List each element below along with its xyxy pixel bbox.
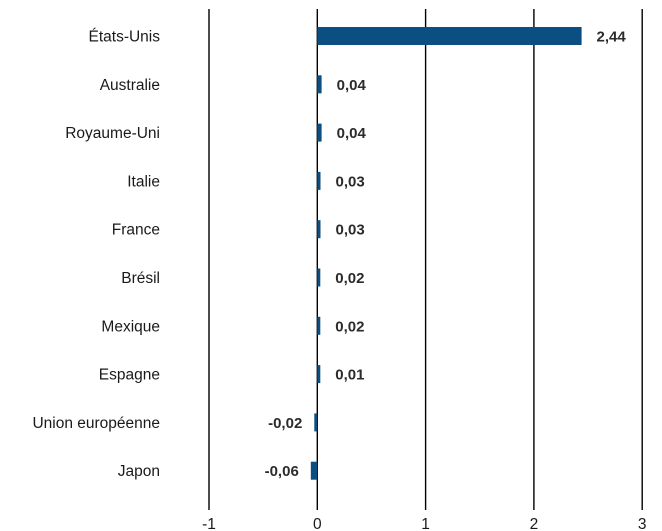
data-label: 0,03: [336, 222, 365, 239]
category-label: Mexique: [101, 318, 160, 335]
data-label: 0,01: [335, 367, 364, 384]
bar: [317, 171, 321, 190]
bar: [317, 268, 321, 287]
category-label: Union européenne: [32, 415, 160, 432]
data-label: 0,02: [335, 270, 364, 287]
category-label: Italie: [127, 173, 160, 190]
bar: [317, 75, 322, 94]
category-label: États-Unis: [89, 29, 161, 46]
bar: [317, 220, 321, 239]
data-label: 0,03: [336, 173, 365, 190]
category-label: Royaume-Uni: [65, 125, 160, 142]
x-tick-label: 0: [313, 516, 322, 531]
data-label: 0,04: [337, 125, 367, 142]
category-label: France: [112, 222, 160, 239]
category-label: Brésil: [121, 270, 160, 287]
bar: [317, 316, 321, 335]
bar: [317, 365, 321, 384]
category-label: Australie: [100, 77, 160, 94]
data-label: 0,04: [337, 77, 367, 94]
bar: [310, 461, 318, 480]
bar: [317, 123, 322, 142]
category-label: Japon: [118, 463, 160, 480]
data-label: -0,06: [265, 463, 299, 480]
bar: [314, 413, 318, 432]
x-axis-tick-labels: -1 0 1 2 3: [202, 516, 646, 531]
category-label: Espagne: [99, 367, 160, 384]
category-labels: États-Unis Australie Royaume-Uni Italie Fran…: [32, 29, 160, 481]
data-label: 2,44: [597, 29, 627, 46]
bars: [310, 27, 582, 480]
data-label: 0,02: [335, 318, 364, 335]
bar: [317, 27, 582, 45]
x-tick-label: 1: [421, 516, 430, 531]
data-label: -0,02: [268, 415, 302, 432]
gridlines: [208, 9, 643, 510]
value-labels: 2,44 0,04 0,04 0,03 0,03 0,02 0,02 0,01 -0,02 -0,…: [265, 29, 627, 481]
x-tick-label: 3: [638, 516, 647, 531]
x-tick-label: -1: [202, 516, 216, 531]
x-tick-label: 2: [530, 516, 539, 531]
